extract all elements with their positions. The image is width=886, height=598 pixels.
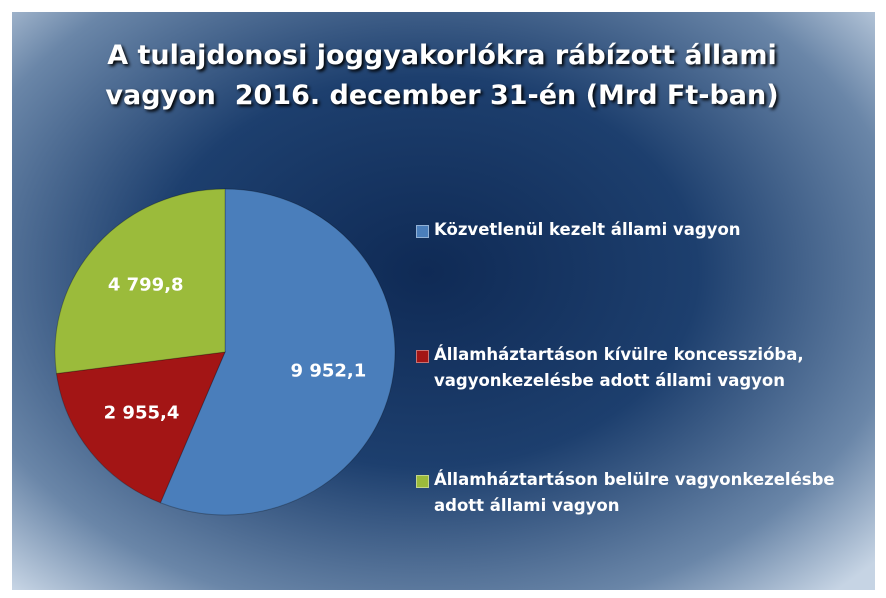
- pie-slice: [55, 351, 226, 504]
- data-label: 4 799,8: [108, 274, 184, 295]
- legend-label: Közvetlenül kezelt állami vagyon: [434, 220, 741, 239]
- chart-title: A tulajdonosi joggyakorlókra rábízott ál…: [105, 40, 787, 111]
- pie: 9 952,1 2 955,4 4 799,8: [54, 188, 396, 516]
- pie-slice: [54, 188, 226, 375]
- legend-entry: Államháztartáson kívülre koncesszióba, v…: [416, 342, 866, 394]
- chart: A tulajdonosi joggyakorlókra rábízott ál…: [12, 12, 875, 590]
- legend-swatch: [416, 350, 429, 363]
- data-label: 2 955,4: [104, 403, 180, 424]
- legend-entry: Államháztartáson belülre vagyonkezelésbe…: [416, 467, 866, 519]
- legend-swatch: [416, 225, 429, 238]
- data-label: 9 952,1: [291, 361, 367, 382]
- pie-slice: [159, 188, 396, 516]
- legend-label: Államháztartáson belülre vagyonkezelésbe…: [434, 470, 835, 515]
- legend-entry: Közvetlenül kezelt állami vagyon: [416, 217, 866, 243]
- legend-label: Államháztartáson kívülre koncesszióba, v…: [434, 345, 804, 390]
- legend-swatch: [416, 475, 429, 488]
